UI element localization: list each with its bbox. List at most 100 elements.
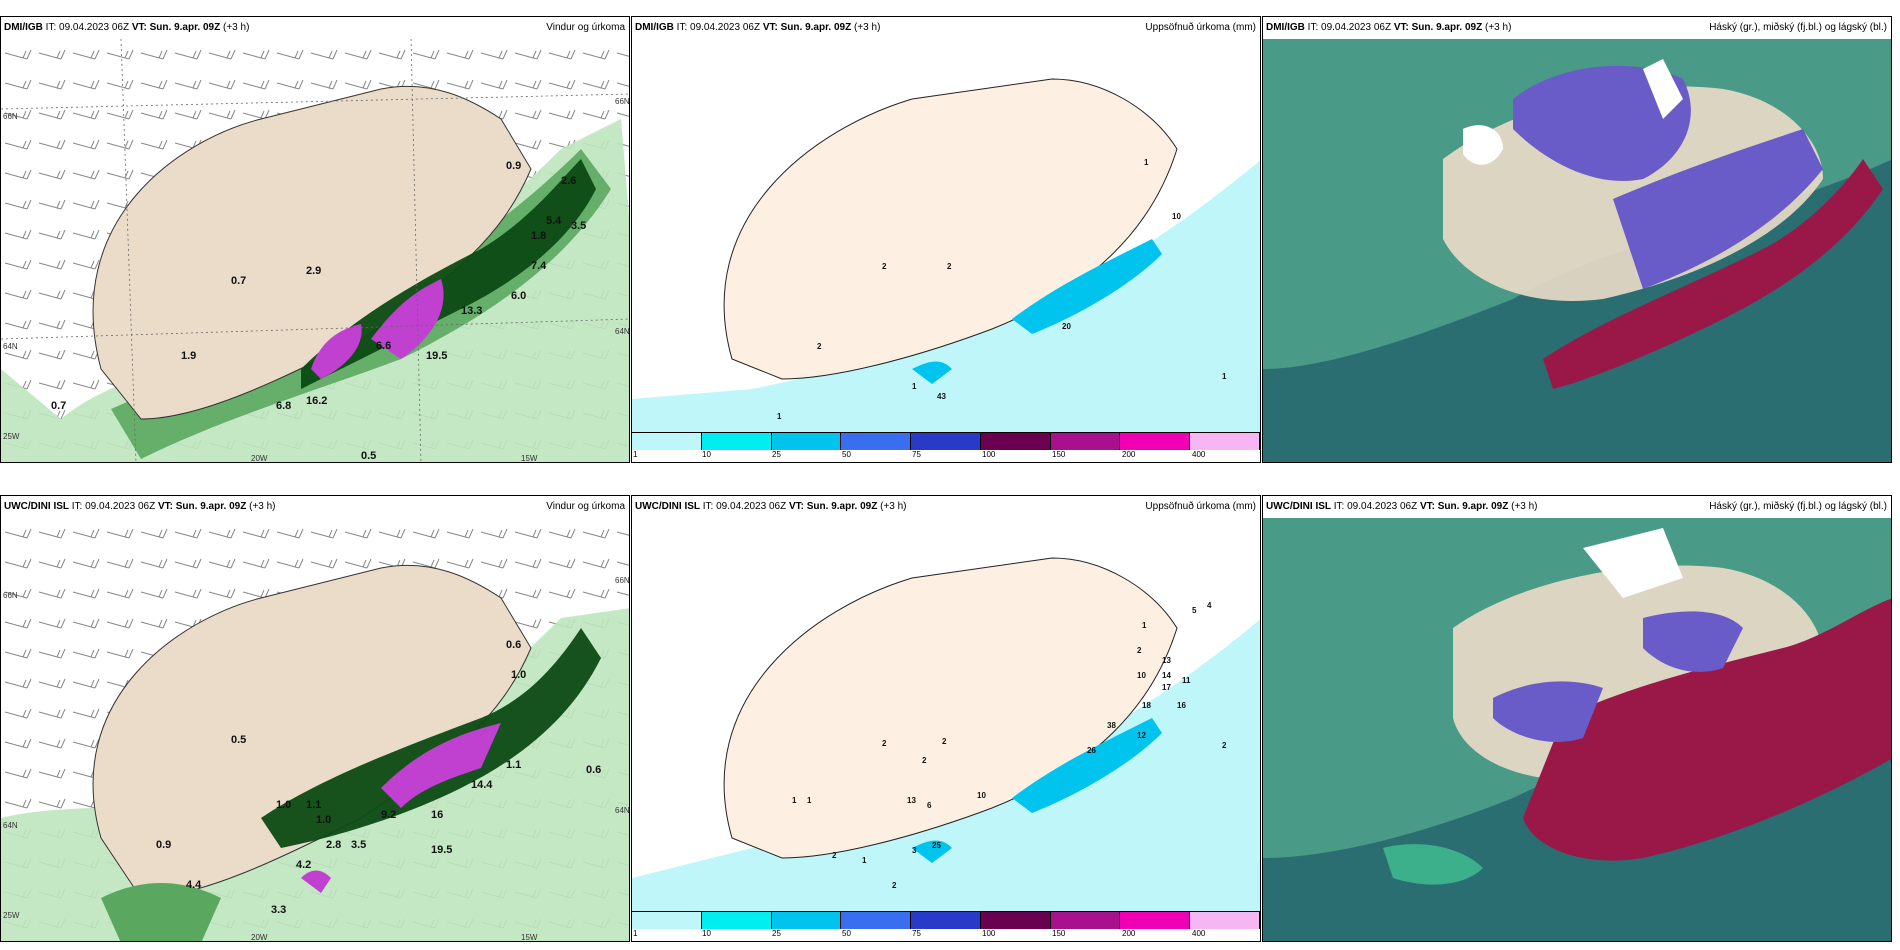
heavy-precip-band (261, 628, 601, 848)
lon-label: 15W (521, 454, 538, 463)
accum-label: 1 (1222, 372, 1227, 381)
lat-label: 64N (3, 821, 18, 830)
lon-label: 25W (3, 911, 20, 920)
lead-time: (+3 h) (854, 22, 881, 33)
accum-label: 2 (817, 342, 822, 351)
light-accum-area (632, 619, 1260, 913)
legend-tick: 75 (912, 929, 921, 938)
precip-label: 0.9 (156, 839, 171, 851)
lat-label: 64N (615, 806, 630, 815)
moderate-accum-spot (912, 840, 952, 863)
coordinate-labels: 66N 66N 64N 64N 25W 20W 15W (3, 576, 630, 942)
model-source: UWC/DINI ISL (4, 501, 69, 512)
mid-cloud-area (1493, 681, 1603, 742)
high-cloud-area (1543, 159, 1883, 389)
precip-label: 7.4 (531, 260, 547, 272)
legend-tick: 25 (772, 929, 781, 938)
precip-label: 0.7 (231, 275, 246, 287)
legend-ticks: 1 10 25 50 75 100 150 200 400 (632, 450, 1260, 462)
legend-swatch (1050, 912, 1121, 929)
low-cloud-streak (1383, 844, 1483, 885)
accum-label: 14 (1162, 671, 1171, 680)
accum-label: 2 (922, 756, 927, 765)
accum-label: 2 (832, 851, 837, 860)
lon-label: 20W (251, 933, 268, 942)
legend-colorbar (632, 432, 1260, 451)
accum-label: 2 (882, 739, 887, 748)
accum-label: 10 (977, 791, 986, 800)
init-time: IT: 09.04.2023 06Z (45, 22, 130, 33)
accum-label: 1 (777, 412, 782, 421)
cloud-free-patch (1583, 528, 1683, 598)
lon-label: 25W (3, 432, 20, 441)
legend-tick: 100 (982, 450, 996, 459)
panel-dmi-clouds: DMI/IGB IT: 09.04.2023 06Z VT: Sun. 9.ap… (1262, 16, 1892, 463)
precip-label: 1.1 (506, 759, 521, 771)
accum-label: 1 (1144, 158, 1149, 167)
precip-label: 2.9 (306, 265, 321, 277)
accum-label: 2 (947, 262, 952, 271)
lat-label: 66N (615, 97, 630, 106)
precip-label: 0.7 (51, 400, 66, 412)
coordinate-labels: 66N 66N 64N 64N 25W 20W 15W (3, 97, 630, 463)
intense-precip-core (311, 324, 362, 379)
lead-time: (+3 h) (1511, 501, 1538, 512)
legend-swatch (980, 912, 1051, 929)
accum-label: 4 (1207, 601, 1212, 610)
precip-label: 3.3 (271, 904, 286, 916)
legend-colorbar (632, 911, 1260, 930)
panel-header: UWC/DINI ISL IT: 09.04.2023 06Z VT: Sun.… (1263, 496, 1891, 518)
accum-label: 1 (912, 382, 917, 391)
panel-uwc-wind-precip: UWC/DINI ISL IT: 09.04.2023 06Z VT: Sun.… (0, 495, 630, 942)
accum-label: 1 (807, 796, 812, 805)
high-cloud-area (1523, 598, 1891, 861)
legend-swatch (1050, 433, 1121, 450)
product-title: Háský (gr.), miðský (fj.bl.) og lágský (… (1709, 501, 1887, 512)
precip-label: 4.4 (186, 879, 202, 891)
accum-label: 2 (942, 737, 947, 746)
accum-label: 43 (937, 392, 946, 401)
accum-label: 16 (1177, 701, 1186, 710)
accum-labels: 1 5 4 2 13 10 14 17 11 16 18 12 38 26 2 … (792, 601, 1227, 890)
legend-swatch (771, 912, 842, 929)
accum-label: 6 (927, 801, 932, 810)
moderate-precip-area (101, 883, 221, 941)
iceland-landmass (92, 564, 532, 899)
legend-tick: 10 (702, 929, 711, 938)
legend-swatch (911, 912, 981, 929)
accum-precip-map: 1 10 2 2 2 1 1 43 20 1 (632, 78, 1260, 434)
legend-tick: 75 (912, 450, 921, 459)
legend-tick: 200 (1122, 929, 1136, 938)
heavy-precip-band (301, 159, 596, 389)
accum-label: 13 (1162, 656, 1171, 665)
precip-label: 4.2 (296, 859, 311, 871)
legend-swatch (632, 912, 702, 929)
init-time: IT: 09.04.2023 06Z (1333, 501, 1418, 512)
precip-label: 2.6 (561, 175, 576, 187)
panel-header: DMI/IGB IT: 09.04.2023 06Z VT: Sun. 9.ap… (1, 17, 629, 39)
precip-label: 1.1 (306, 799, 321, 811)
lead-time: (+3 h) (223, 22, 250, 33)
cloud-free-patch (1463, 125, 1503, 165)
legend-swatch (1120, 912, 1191, 929)
legend-swatch (701, 433, 772, 450)
valid-time: VT: Sun. 9.apr. 09Z (1393, 22, 1483, 33)
legend-ticks: 1 10 25 50 75 100 150 200 400 (632, 929, 1260, 941)
light-accum-area (632, 160, 1260, 434)
precip-label: 0.5 (361, 450, 376, 462)
cloud-cover-map (1263, 518, 1891, 941)
panel-dmi-accum-precip: DMI/IGB IT: 09.04.2023 06Z VT: Sun. 9.ap… (631, 16, 1261, 463)
accum-label: 1 (1142, 621, 1147, 630)
accum-label: 26 (1087, 746, 1096, 755)
lat-label: 64N (3, 342, 18, 351)
legend-tick: 400 (1192, 450, 1206, 459)
accum-label: 10 (1172, 212, 1181, 221)
panel-header: UWC/DINI ISL IT: 09.04.2023 06Z VT: Sun.… (632, 496, 1260, 518)
accum-label: 5 (1192, 606, 1197, 615)
accum-label: 11 (1182, 676, 1191, 685)
precip-label: 3.5 (571, 220, 586, 232)
model-source: DMI/IGB (635, 22, 674, 33)
precip-label: 6.8 (276, 400, 291, 412)
precip-labels: 0.6 1.0 1.1 0.5 1.0 1.1 1.0 2.8 3.5 9.2 … (156, 639, 601, 916)
precip-label: 0.5 (231, 734, 246, 746)
